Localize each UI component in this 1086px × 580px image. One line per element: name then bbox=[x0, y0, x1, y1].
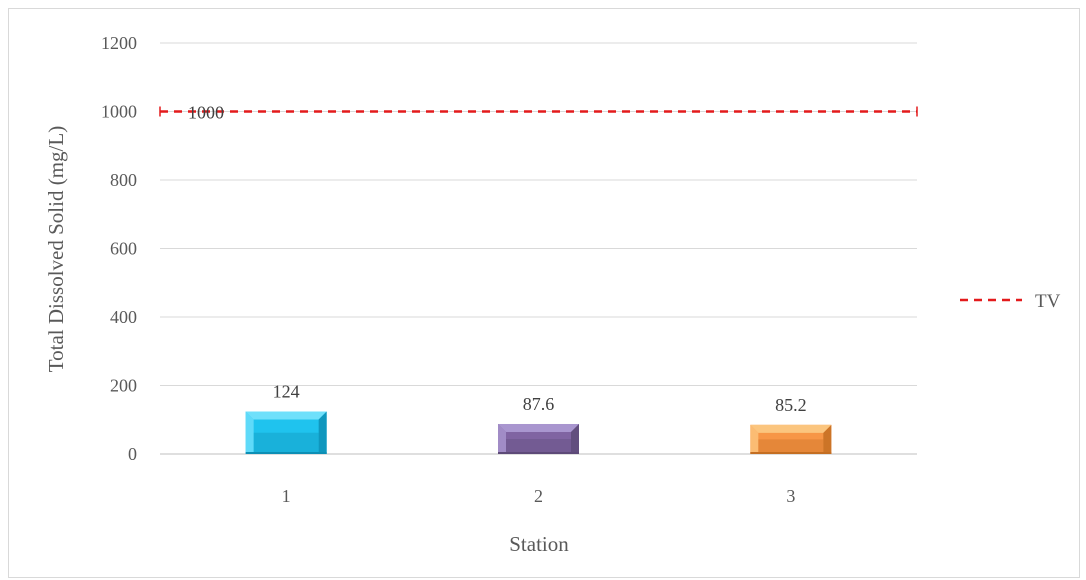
x-tick-label-1: 1 bbox=[282, 486, 291, 506]
bar-shade-lower bbox=[253, 432, 319, 452]
y-tick-label-400: 400 bbox=[110, 307, 137, 327]
bar-bevel-left bbox=[498, 423, 506, 454]
y-tick-label-600: 600 bbox=[110, 239, 137, 259]
bar-bevel-bottom bbox=[750, 452, 832, 454]
bar-2 bbox=[498, 423, 579, 454]
x-tick-label-3: 3 bbox=[786, 486, 795, 506]
bar-bevel-right bbox=[571, 423, 579, 454]
y-axis-title: Total Dissolved Solid (mg/L) bbox=[44, 126, 68, 372]
bar-bevel-top bbox=[498, 423, 579, 432]
data-label-2: 87.6 bbox=[523, 394, 555, 414]
bar-shade-lower bbox=[758, 439, 824, 452]
chart-frame bbox=[8, 8, 1080, 578]
bar-bevel-bottom bbox=[498, 452, 579, 454]
x-tick-label-2: 2 bbox=[534, 486, 543, 506]
labels: 0 200 400 600 800 1000 1200 124 1 87.6 2 85.2 3 bbox=[101, 33, 807, 506]
legend-label-tv: TV bbox=[1035, 291, 1061, 312]
bar-bevel-bottom bbox=[245, 452, 327, 454]
y-tick-label-1200: 1200 bbox=[101, 33, 137, 53]
y-tick-label-800: 800 bbox=[110, 170, 137, 190]
y-tick-label-200: 200 bbox=[110, 376, 137, 396]
bar-bevel-left bbox=[245, 411, 254, 454]
bar-3 bbox=[750, 424, 832, 454]
data-label-3: 85.2 bbox=[775, 395, 807, 415]
legend: TV bbox=[960, 291, 1061, 312]
bar-shade-lower bbox=[506, 438, 571, 452]
bar-bevel-left bbox=[750, 424, 759, 454]
y-tick-label-0: 0 bbox=[128, 444, 137, 464]
reference-line-group: 1000 bbox=[159, 103, 918, 123]
bar-bevel-top bbox=[750, 424, 832, 433]
bars bbox=[245, 411, 832, 454]
bar-bevel-right bbox=[318, 411, 327, 454]
y-tick-label-1000: 1000 bbox=[101, 102, 137, 122]
x-axis-title: Station bbox=[509, 532, 569, 556]
data-label-1: 124 bbox=[273, 382, 300, 402]
bar-bevel-right bbox=[823, 424, 832, 454]
reference-line-label: 1000 bbox=[188, 103, 224, 123]
bar-bevel-top bbox=[245, 411, 327, 420]
bar-1 bbox=[245, 411, 327, 454]
